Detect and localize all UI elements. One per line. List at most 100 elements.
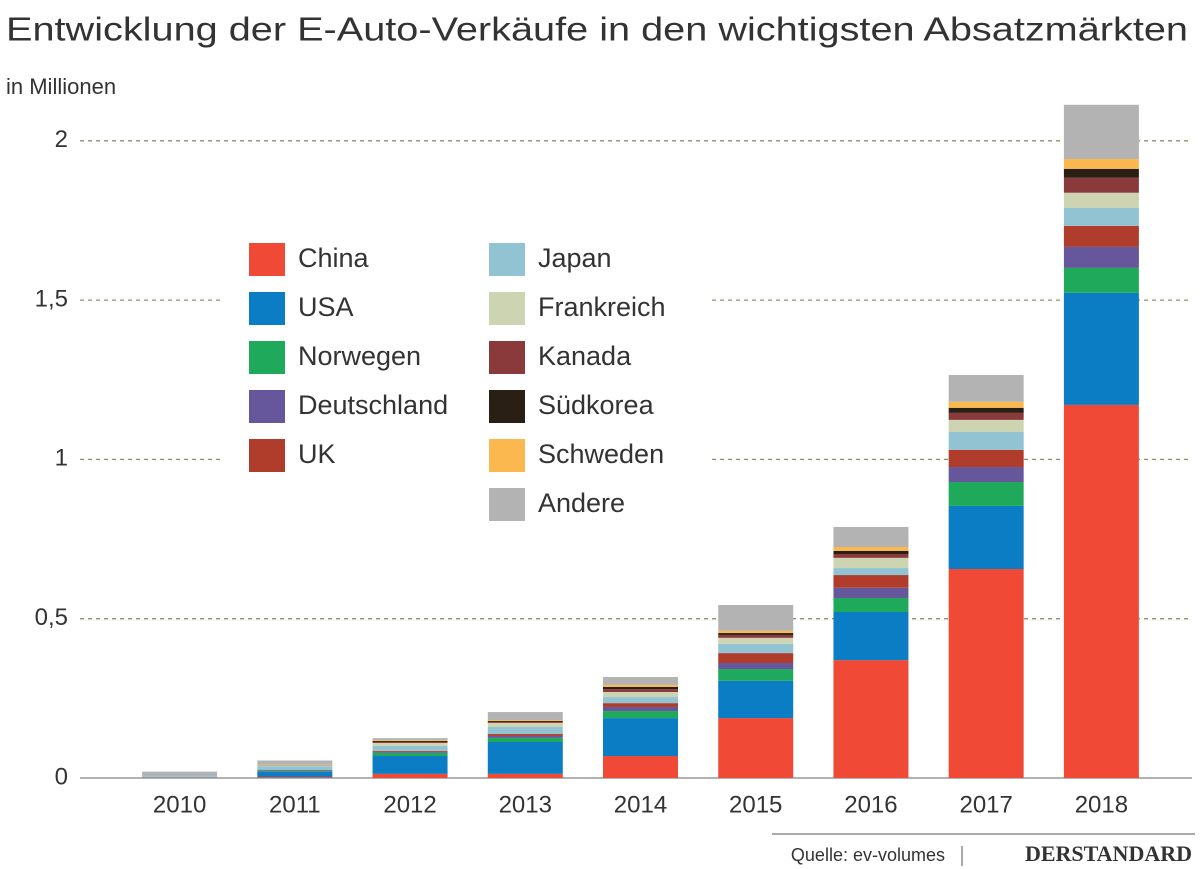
bar-segment [372, 741, 448, 742]
bar-segment [718, 643, 794, 654]
x-tick-label: 2010 [153, 791, 206, 818]
bar-segment [1063, 177, 1139, 193]
bar-segment [948, 412, 1024, 420]
legend-swatch [249, 390, 285, 423]
bar-segment [603, 706, 678, 712]
legend-background [222, 222, 708, 534]
bar-segment [833, 612, 909, 661]
legend-swatch [249, 439, 285, 472]
legend-label: Schweden [538, 439, 664, 469]
bar-segment [603, 718, 678, 757]
legend-swatch [489, 292, 525, 325]
bar-segment [603, 686, 678, 690]
legend-label: China [298, 243, 370, 273]
bar-segment [372, 745, 448, 751]
bar-segment [833, 660, 909, 778]
bar-segment [833, 587, 909, 598]
bar-segment [948, 568, 1024, 778]
bar-segment [603, 711, 678, 719]
bar-segment [948, 467, 1024, 483]
bar-segment [948, 482, 1024, 506]
legend-label: Andere [538, 488, 625, 518]
bar-segment [1063, 246, 1139, 268]
y-tick-label: 0,5 [35, 604, 68, 631]
bar-segment [142, 776, 218, 778]
bar-segment [257, 770, 333, 771]
bar-segment [948, 431, 1024, 450]
bar-segment [372, 752, 448, 757]
bar-segment [487, 737, 563, 742]
bar-segment [603, 684, 678, 687]
bar-segment [372, 740, 448, 742]
legend-label: Südkorea [538, 390, 655, 420]
bar-segment [718, 637, 794, 644]
bar-segment [257, 760, 333, 765]
bar-segment [948, 505, 1024, 569]
bar-segment [487, 721, 563, 723]
bar-segment [487, 734, 563, 736]
legend-label: USA [298, 292, 354, 322]
legend-label: Deutschland [298, 390, 448, 420]
legend-swatch [489, 488, 525, 521]
bar-segment [603, 691, 678, 698]
bar-segment [1063, 267, 1139, 293]
bar-segment [948, 401, 1024, 408]
y-tick-label: 1,5 [35, 285, 68, 312]
bar-segment [603, 677, 678, 685]
bar-segment [718, 662, 794, 670]
legend-label: Frankreich [538, 292, 666, 322]
bar-segment [487, 720, 563, 721]
bar-segment [1063, 192, 1139, 208]
brand: DERSTANDARD [1025, 841, 1192, 866]
bar-segment [1063, 292, 1139, 405]
bar-segment [257, 770, 333, 772]
bar-segment [142, 771, 218, 777]
chart-title: Entwicklung der E-Auto-Verkäufe in den w… [6, 11, 1188, 48]
bar-segment [1063, 158, 1139, 169]
y-tick-label: 2 [55, 126, 68, 153]
bar-segment [948, 407, 1024, 413]
bar-segment [718, 630, 794, 634]
bar-segment [372, 751, 448, 753]
bar-segment [833, 575, 909, 588]
x-tick-label: 2013 [499, 791, 552, 818]
legend-swatch [489, 243, 525, 276]
bar-segment [487, 773, 563, 778]
bar-segment [1063, 404, 1139, 778]
legend-swatch [249, 243, 285, 276]
bar-segment [372, 750, 448, 752]
bar-segment [718, 680, 794, 719]
bar-segment [1063, 168, 1139, 178]
legend-label: Kanada [538, 341, 632, 371]
bar-segment [833, 526, 909, 548]
bar-segment [1063, 104, 1139, 159]
bar-segment [257, 777, 333, 778]
bar-segment [1063, 207, 1139, 226]
bar-segment [372, 756, 448, 774]
legend-swatch [249, 341, 285, 374]
bar-segment [372, 741, 448, 743]
bar-segment [372, 773, 448, 778]
bar-segment [487, 741, 563, 774]
bar-segment [833, 557, 909, 569]
legend-swatch [489, 390, 525, 423]
bar-segment [603, 703, 678, 707]
legend-swatch [249, 292, 285, 325]
bar-segment [718, 718, 794, 778]
x-tick-label: 2018 [1075, 791, 1128, 818]
bar-segment [603, 697, 678, 704]
bar-segment [833, 554, 909, 558]
y-tick-label: 0 [55, 763, 68, 790]
bar-segment [718, 604, 794, 631]
bar-segment [718, 653, 794, 663]
bar-segment [1063, 225, 1139, 247]
bar-segment [487, 712, 563, 721]
legend-swatch [489, 341, 525, 374]
bar-segment [487, 722, 563, 728]
bar-segment [257, 765, 333, 767]
x-tick-label: 2012 [383, 791, 436, 818]
x-tick-label: 2016 [844, 791, 897, 818]
source: Quelle: ev-volumes [791, 845, 945, 865]
legend-label: Norwegen [298, 341, 421, 371]
